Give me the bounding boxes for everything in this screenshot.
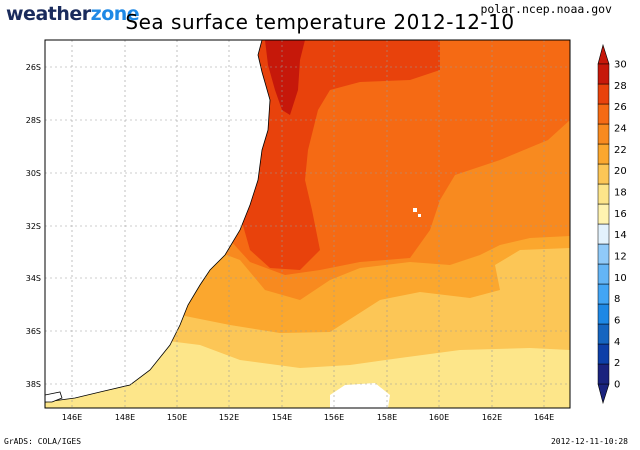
lon-label: 160E (429, 413, 449, 422)
lat-label: 34S (26, 274, 41, 283)
lon-label: 150E (167, 413, 187, 422)
colorbar-segment (597, 263, 610, 285)
colorbar-segment (597, 323, 610, 345)
lon-label: 146E (62, 413, 82, 422)
lon-axis: 146E 148E 150E 152E 154E 156E 158E 160E … (62, 413, 554, 422)
land-peninsula (45, 391, 63, 403)
lon-label: 164E (534, 413, 554, 422)
colorbar-label: 30 (614, 60, 627, 71)
colorbar-label: 0 (614, 380, 620, 391)
colorbar-label: 8 (614, 294, 620, 305)
colorbar-segment (597, 63, 610, 85)
colorbar-segment (597, 243, 610, 265)
colorbar-bottom-arrow (597, 383, 610, 405)
colorbar-segment (597, 223, 610, 245)
colorbar-top-arrow (597, 43, 610, 65)
lat-axis: 26S 28S 30S 32S 34S 36S 38S (26, 63, 41, 389)
colorbar-label: 10 (614, 273, 627, 284)
no-data-speck (418, 214, 421, 217)
sst-region-28-30 (265, 40, 305, 115)
lat-label: 26S (26, 63, 41, 72)
lat-label: 32S (26, 222, 41, 231)
weatherzone-logo[interactable]: weatherzone (6, 3, 140, 25)
map-frame (44, 39, 571, 409)
colorbar-segment (597, 203, 610, 225)
colorbar-label: 4 (614, 337, 620, 348)
colorbar-label: 26 (614, 102, 627, 113)
lon-label: 152E (219, 413, 239, 422)
colorbar-segment (597, 143, 610, 165)
logo-text-weather: weather (6, 3, 91, 25)
colorbar-label: 16 (614, 209, 627, 220)
colorbar-segment (597, 103, 610, 125)
colorbar-label: 20 (614, 166, 627, 177)
colorbar-segment (597, 343, 610, 365)
colorbar-label: 12 (614, 252, 627, 263)
lat-label: 36S (26, 327, 41, 336)
footer-credit: GrADS: COLA/IGES (4, 437, 82, 446)
lon-label: 158E (377, 413, 397, 422)
map-grid (45, 40, 570, 408)
lat-label: 30S (26, 169, 41, 178)
data-source: polar.ncep.noaa.gov (480, 2, 612, 16)
colorbar-label: 2 (614, 358, 620, 369)
lon-label: 156E (324, 413, 344, 422)
colorbar-segment (597, 283, 610, 305)
colorbar-label: 6 (614, 316, 620, 327)
colorbar-segment (597, 363, 610, 385)
colorbar-segment (597, 183, 610, 205)
colorbar-segment (597, 123, 610, 145)
colorbar-segment (597, 303, 610, 325)
lon-label: 148E (115, 413, 135, 422)
sst-field (45, 40, 570, 408)
colorbar-label: 28 (614, 81, 627, 92)
lon-label: 154E (272, 413, 292, 422)
lon-label: 162E (482, 413, 502, 422)
no-data-patch (330, 383, 390, 408)
colorbar-segment (597, 83, 610, 105)
colorbar-label: 18 (614, 188, 627, 199)
footer-timestamp: 2012-12-11-10:28 (550, 437, 628, 446)
lat-label: 38S (26, 380, 41, 389)
logo-text-zone: zone (90, 3, 140, 25)
land-australia (45, 40, 271, 403)
colorbar-label: 14 (614, 230, 627, 241)
colorbar-segment (597, 163, 610, 185)
colorbar-label: 22 (614, 145, 627, 156)
map-title: Sea surface temperature 2012-12-10 (125, 10, 515, 34)
lat-label: 28S (26, 116, 41, 125)
colorbar-label: 24 (614, 124, 627, 135)
no-data-speck (413, 208, 417, 212)
